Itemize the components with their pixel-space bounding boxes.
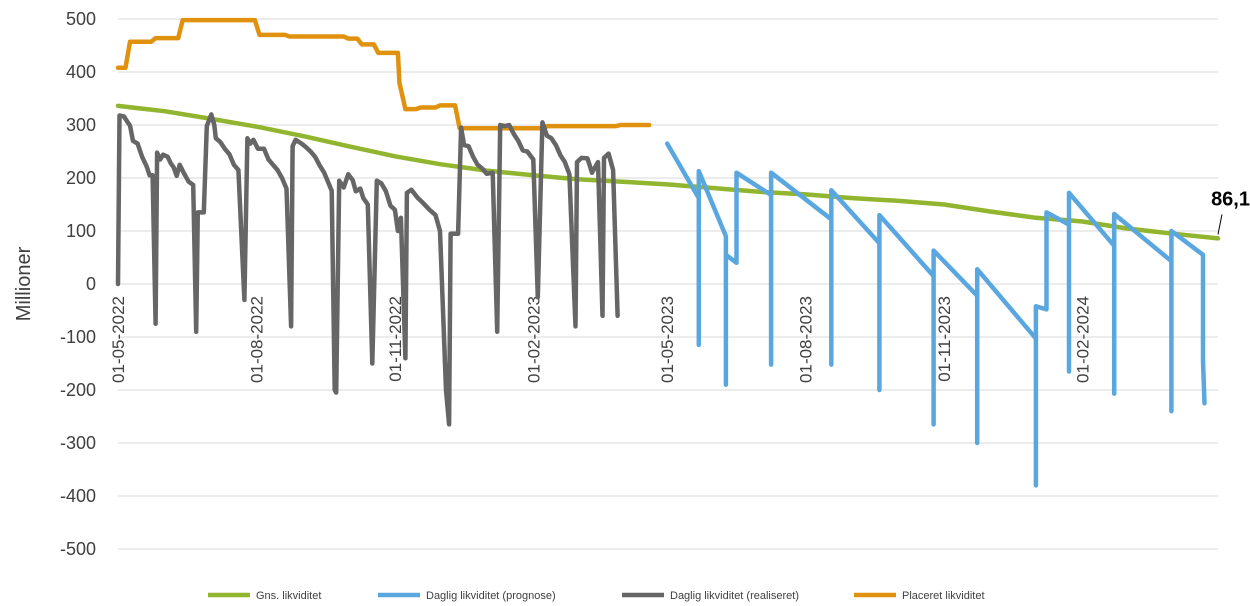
y-tick-label: 300 xyxy=(66,115,96,135)
gridlines xyxy=(118,18,1218,550)
series-line-placeret-likviditet xyxy=(115,17,652,131)
x-tick-label: 01-08-2023 xyxy=(797,296,816,383)
y-tick-label: 0 xyxy=(86,274,96,294)
x-tick-label: 01-08-2022 xyxy=(247,296,266,383)
x-axis-ticks: 01-05-2022 01-08-2022 01-11-2022 01-02-2023… xyxy=(109,296,1093,383)
y-tick-label: 100 xyxy=(66,221,96,241)
y-tick-label: 200 xyxy=(66,168,96,188)
legend-label: Daglig likviditet (prognose) xyxy=(426,590,556,602)
annotation-label: 86,1 xyxy=(1211,188,1250,210)
series-lines xyxy=(115,17,1221,488)
y-tick-label: -500 xyxy=(60,539,96,559)
series-line-daglig-likviditet-prognose xyxy=(664,141,1207,488)
x-tick-label: 01-05-2022 xyxy=(109,296,128,383)
legend-label: Daglig likviditet (realiseret) xyxy=(670,590,799,602)
y-tick-label: -300 xyxy=(60,433,96,453)
series-line-daglig-likviditet-realiseret xyxy=(115,112,620,427)
x-tick-label: 01-02-2023 xyxy=(524,296,543,383)
legend-label: Gns. likviditet xyxy=(256,590,321,602)
annotation-leader xyxy=(1217,214,1223,235)
x-tick-label: 01-05-2023 xyxy=(658,296,677,383)
y-tick-label: -100 xyxy=(60,327,96,347)
end-value-annotation: 86,1 xyxy=(1211,188,1250,235)
x-tick-label: 01-11-2023 xyxy=(935,296,954,382)
y-tick-label: 400 xyxy=(66,62,96,82)
x-tick-label: 01-02-2024 xyxy=(1074,296,1093,383)
y-tick-label: 500 xyxy=(66,9,96,29)
legend-label: Placeret likviditet xyxy=(902,590,985,602)
series-line-gns-likviditet xyxy=(115,103,1221,241)
y-axis-ticks: 500 400 300 200 100 0 -100 -200 -300 -400 -500 xyxy=(60,9,96,559)
y-tick-label: -400 xyxy=(60,486,96,506)
y-tick-label: -200 xyxy=(60,380,96,400)
legend: Gns. likviditet Daglig likviditet (progno… xyxy=(208,590,985,602)
x-tick-label: 01-11-2022 xyxy=(386,296,405,382)
y-axis-label: Millioner xyxy=(13,246,35,321)
